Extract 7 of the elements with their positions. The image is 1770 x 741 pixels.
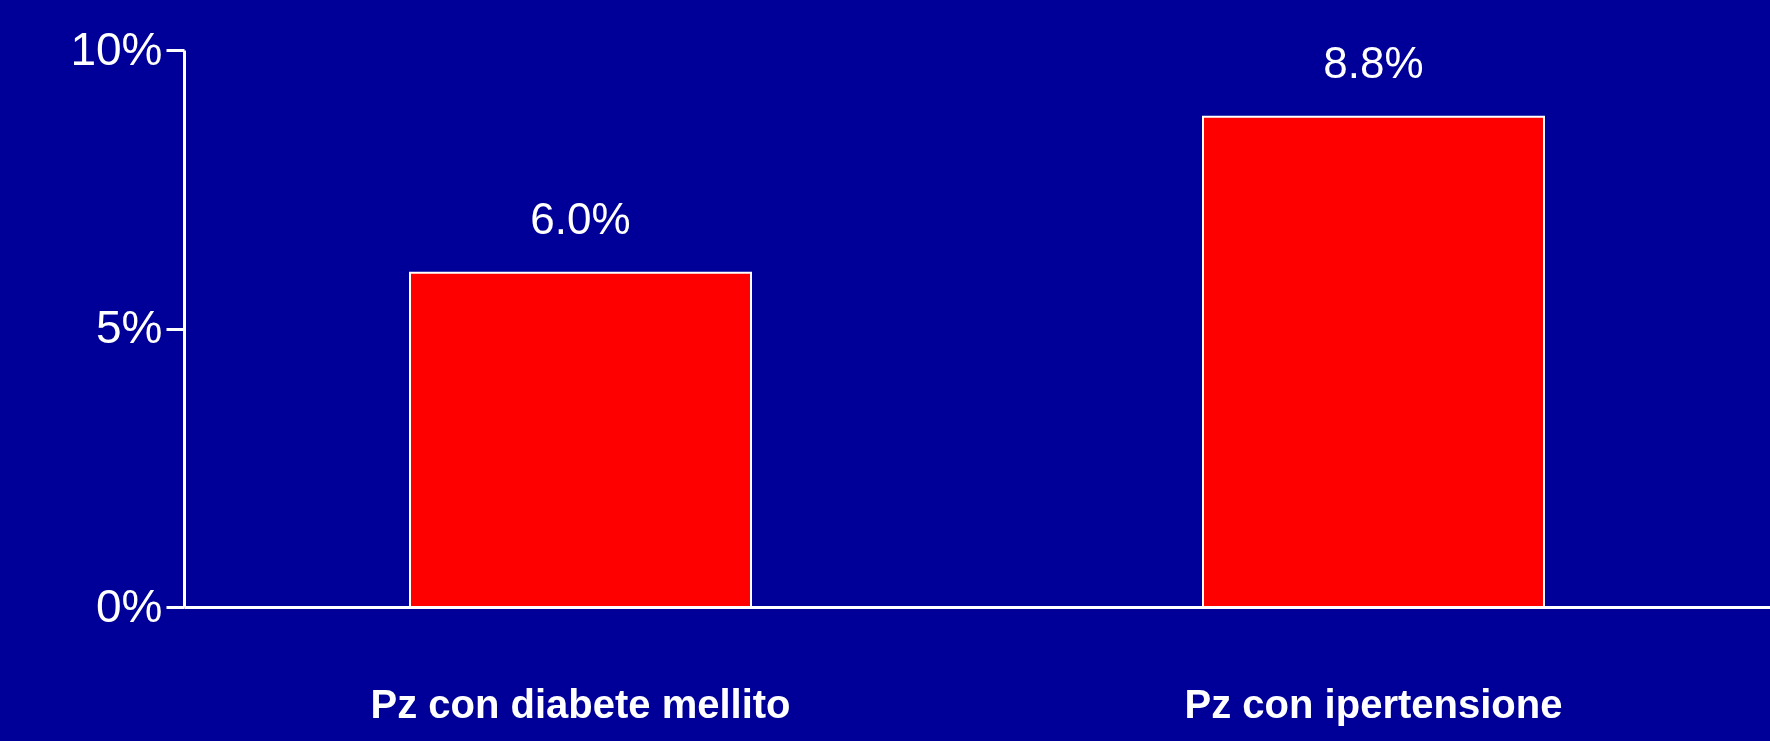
data-label: 6.0% bbox=[530, 193, 631, 243]
x-tick-label: Pz con diabete mellito bbox=[370, 681, 791, 726]
y-tick-label: 0% bbox=[96, 579, 163, 632]
x-tick-label: Pz con ipertensione bbox=[1184, 681, 1563, 726]
y-tick-label: 5% bbox=[96, 301, 163, 353]
y-tick-label: 10% bbox=[70, 22, 163, 75]
data-label: 8.8% bbox=[1323, 37, 1424, 87]
